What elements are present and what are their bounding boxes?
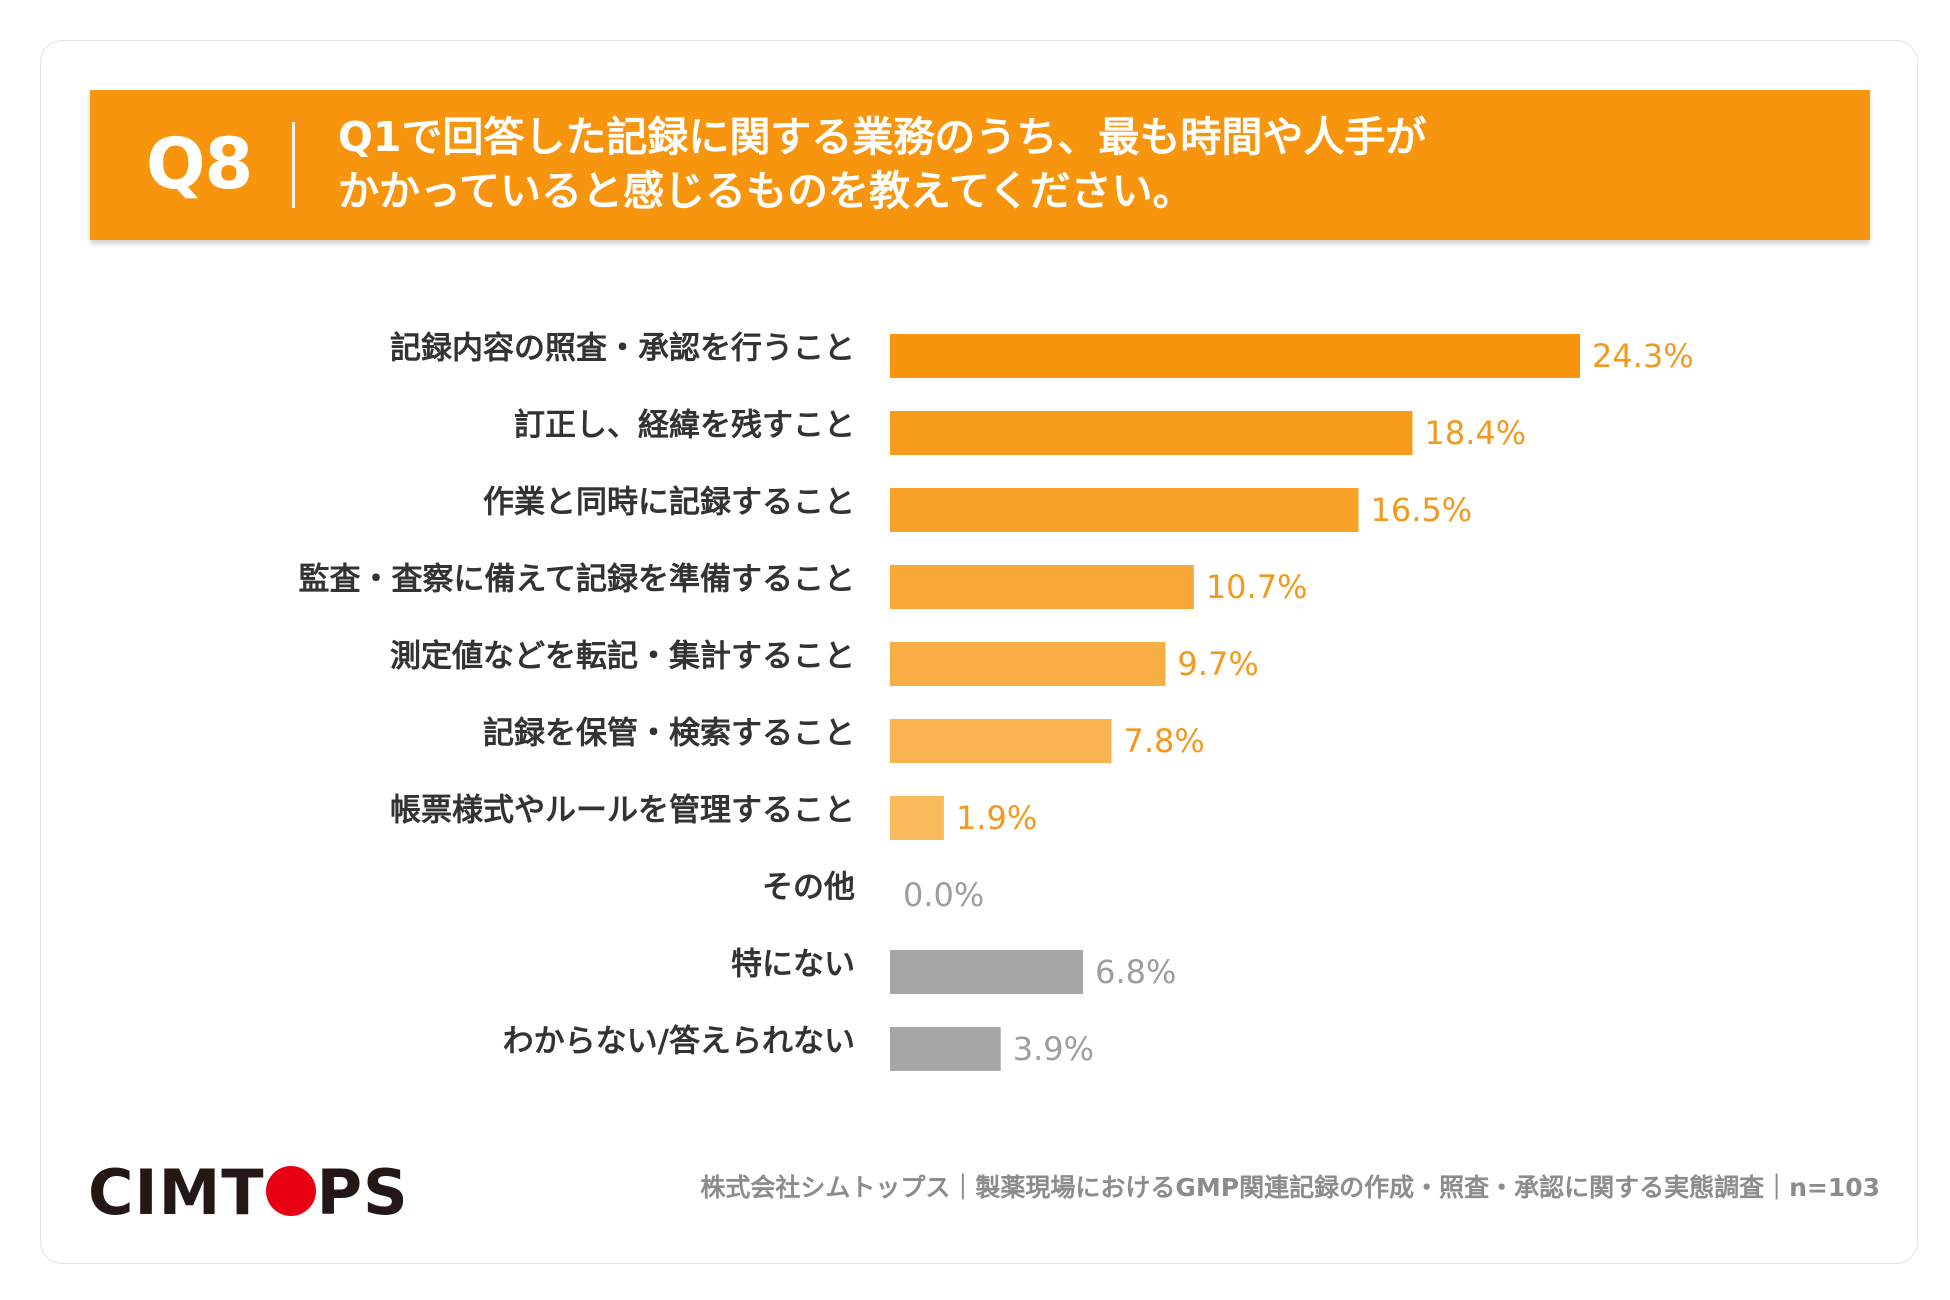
bar [890, 1027, 1001, 1071]
bar [890, 565, 1194, 609]
value-label: 9.7% [1177, 645, 1258, 683]
bar [890, 719, 1112, 763]
bar [890, 411, 1413, 455]
question-number: Q8 [146, 123, 253, 205]
value-label: 1.9% [956, 799, 1037, 837]
category-label: 測定値などを転記・集計すること [390, 639, 855, 675]
bar [890, 796, 944, 840]
question-line-2: かかっていると感じるものを教えてください。 [338, 167, 1194, 215]
category-label: 帳票様式やルールを管理すること [390, 793, 855, 829]
question-banner: Q8 Q1で回答した記録に関する業務のうち、最も時間や人手が かかっていると感じ… [90, 90, 1870, 240]
question-divider [292, 122, 295, 208]
category-label: 作業と同時に記録すること [483, 485, 855, 521]
bar [890, 334, 1580, 378]
question-line-1: Q1で回答した記録に関する業務のうち、最も時間や人手が [338, 113, 1427, 161]
value-label: 10.7% [1206, 568, 1308, 606]
category-label: 訂正し、経緯を残すこと [514, 408, 855, 444]
bar [890, 488, 1359, 532]
category-label: 特にない [731, 947, 855, 983]
value-label: 6.8% [1095, 953, 1176, 991]
question-text: Q1で回答した記録に関する業務のうち、最も時間や人手が かかっていると感じるもの… [338, 110, 1818, 218]
category-label: 記録内容の照査・承認を行うこと [390, 331, 855, 367]
category-label: その他 [762, 870, 855, 906]
value-label: 3.9% [1013, 1030, 1094, 1068]
value-label: 18.4% [1424, 414, 1526, 452]
value-label: 7.8% [1123, 722, 1204, 760]
bar [890, 642, 1166, 686]
category-label: わからない/答えられない [503, 1024, 855, 1060]
category-label: 監査・査察に備えて記録を準備すること [299, 562, 855, 598]
value-label: 0.0% [903, 876, 984, 914]
category-label: 記録を保管・検索すること [483, 716, 855, 752]
cimtops-logo: CIMT PS [88, 1156, 409, 1229]
bar [890, 950, 1084, 994]
source-note: 株式会社シムトップス｜製薬現場におけるGMP関連記録の作成・照査・承認に関する実… [700, 1173, 1880, 1202]
value-label: 16.5% [1371, 491, 1473, 529]
value-label: 24.3% [1592, 337, 1694, 375]
logo-red-dot [265, 1166, 316, 1216]
